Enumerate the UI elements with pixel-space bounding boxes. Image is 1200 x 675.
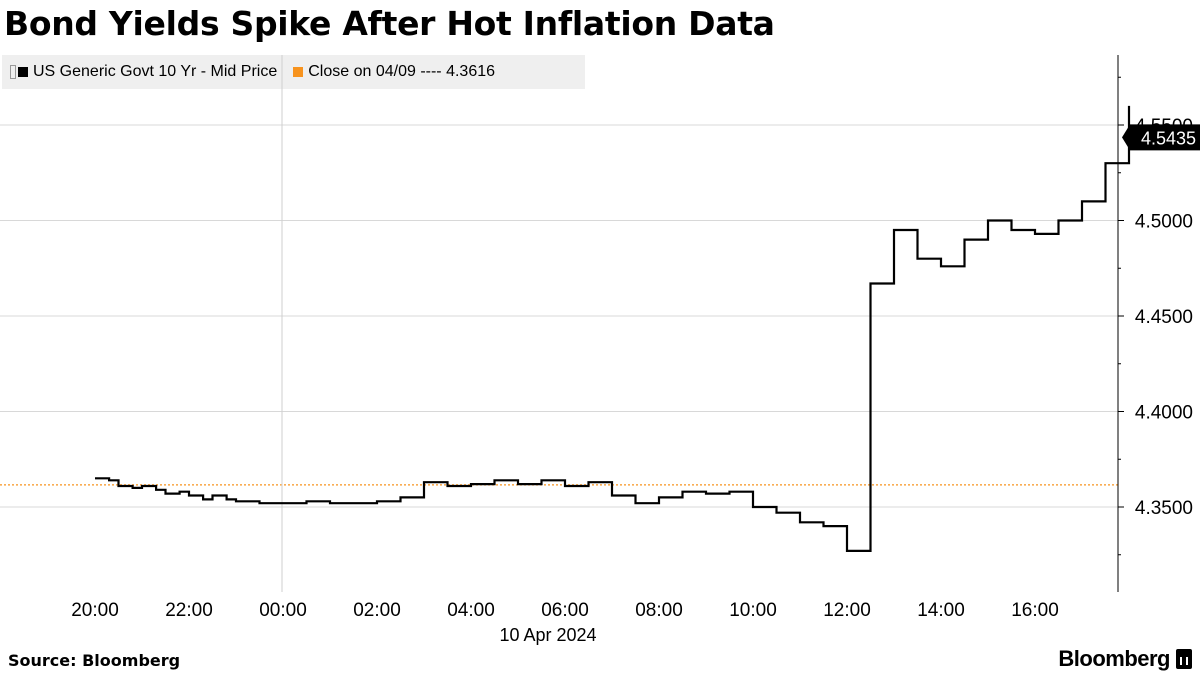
- brand-logo: Bloomberg: [1058, 646, 1192, 672]
- y-tick-label: 4.3500: [1135, 498, 1193, 519]
- candle-icon: [10, 65, 16, 79]
- x-tick-label: 16:00: [1011, 600, 1059, 621]
- last-value-marker: 4.5435: [1122, 124, 1200, 151]
- x-tick-label: 20:00: [71, 600, 119, 621]
- x-tick-label: 14:00: [917, 600, 965, 621]
- last-value-label: 4.5435: [1141, 128, 1196, 148]
- legend-series-label: US Generic Govt 10 Yr - Mid Price: [33, 63, 278, 80]
- y-tick-label: 4.4000: [1135, 403, 1193, 424]
- x-tick-label: 02:00: [353, 600, 401, 621]
- bloomberg-icon: [1176, 649, 1192, 669]
- legend: US Generic Govt 10 Yr - Mid Price Close …: [2, 55, 585, 89]
- chart-title: Bond Yields Spike After Hot Inflation Da…: [4, 4, 775, 43]
- gridlines: [0, 124, 1118, 508]
- x-tick-label: 04:00: [447, 600, 495, 621]
- x-axis-title: 10 Apr 2024: [499, 625, 596, 645]
- y-tick-label: 4.4500: [1135, 307, 1193, 328]
- source-note: Source: Bloomberg: [8, 651, 181, 670]
- legend-item-series[interactable]: US Generic Govt 10 Yr - Mid Price: [2, 63, 277, 81]
- legend-item-reference[interactable]: Close on 04/09 ---- 4.3616: [293, 63, 495, 81]
- reference-swatch: [293, 67, 304, 77]
- series-swatch: [18, 67, 28, 77]
- legend-reference-label: Close on 04/09 ---- 4.3616: [308, 63, 496, 80]
- y-tick-label: 4.5000: [1135, 212, 1193, 233]
- x-tick-label: 06:00: [541, 600, 589, 621]
- x-tick-label: 22:00: [165, 600, 213, 621]
- x-tick-label: 08:00: [635, 600, 683, 621]
- x-tick-label: 10:00: [729, 600, 777, 621]
- x-tick-label: 12:00: [823, 600, 871, 621]
- series-line: [95, 105, 1131, 552]
- x-tick-label: 00:00: [259, 600, 307, 621]
- brand-text: Bloomberg: [1058, 646, 1170, 671]
- last-value-badge: [1122, 124, 1200, 151]
- x-axis: 20:00 22:00 00:00 02:00 04:00 06:00 08:00 10:00…: [71, 600, 1059, 621]
